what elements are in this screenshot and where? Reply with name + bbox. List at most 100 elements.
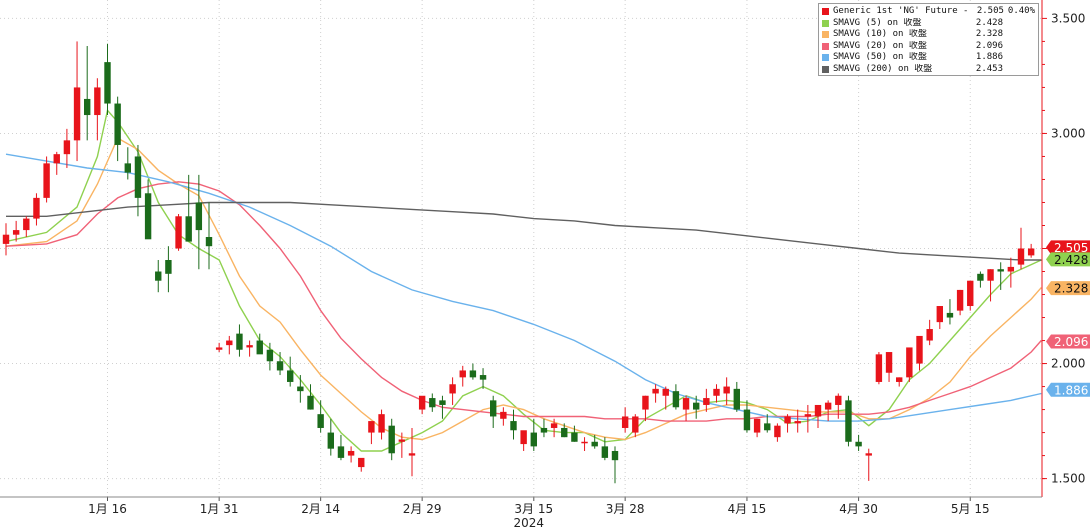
candle-body [63, 140, 71, 155]
candle-body [946, 312, 954, 318]
candle-body [459, 370, 466, 378]
legend-row-sma5: SMAVG (5) on 收盤 2.428 [822, 18, 1035, 30]
candle-body [967, 280, 974, 307]
candle-body [977, 273, 984, 281]
candle-body [246, 345, 253, 348]
x-tick-label: 4月 30 [839, 502, 878, 516]
candle-body [165, 260, 172, 274]
candle-body [307, 395, 314, 410]
candle-body [500, 411, 507, 419]
candle-body [814, 404, 822, 417]
candle-body [297, 386, 304, 392]
candle-body [1017, 248, 1025, 265]
legend-label: SMAVG (200) on 收盤 [833, 63, 933, 74]
candle-body [94, 87, 101, 116]
price-tag-label: 1.886 [1054, 383, 1088, 397]
candle-body [591, 441, 598, 447]
legend-swatch [822, 42, 829, 50]
candle-body [114, 103, 121, 145]
legend-value: 2.428 [975, 17, 1003, 28]
candle-body [824, 402, 832, 410]
legend-value: 2.096 [975, 40, 1003, 51]
candle-body [956, 289, 964, 311]
candle-body [12, 230, 20, 235]
candle-body [1007, 266, 1015, 272]
x-tick-label: 1月 31 [200, 502, 239, 516]
candle-body [84, 98, 91, 116]
candle-body [175, 216, 182, 249]
candle-body [885, 352, 893, 373]
candle-body [479, 375, 487, 380]
candle-body [571, 432, 578, 442]
price-tag-box [1046, 334, 1090, 349]
legend-swatch [822, 8, 829, 16]
y-tick-label: 1.500 [1051, 472, 1085, 486]
candle-body [855, 441, 862, 447]
candle-body [601, 446, 609, 458]
legend-row-price: Generic 1st 'NG' Future - 最新價 2.505 0.40… [822, 6, 1035, 18]
candle-body [358, 457, 365, 468]
candle-body [185, 216, 192, 242]
candle-body [520, 430, 527, 445]
candle-body [713, 388, 720, 396]
x-tick-label: 2月 29 [403, 502, 442, 516]
price-tag-label: 2.328 [1054, 282, 1088, 296]
candle-body [276, 361, 284, 371]
candle-body [693, 402, 700, 410]
legend-value: 2.505 [976, 6, 1004, 16]
legend-row-sma200: SMAVG (200) on 收盤 2.453 [822, 64, 1035, 76]
candle-body [743, 409, 751, 431]
candle-body [936, 306, 943, 323]
candle-body [632, 416, 639, 433]
candle-body [337, 446, 345, 458]
legend-label: Generic 1st 'NG' Future - 最新價 [833, 6, 973, 16]
price-tag-box [1046, 252, 1090, 267]
price-tag-box [1046, 240, 1090, 255]
candle-body [621, 416, 629, 428]
candle-body [266, 349, 274, 362]
candle-body [33, 197, 40, 219]
x-tick-label: 1月 16 [88, 502, 127, 516]
candle-body [561, 427, 568, 438]
candle-body [195, 202, 203, 231]
candle-body [104, 62, 111, 104]
candle-body [215, 347, 223, 350]
candle-body [835, 395, 842, 405]
candle-body [652, 388, 659, 394]
ma-line [5, 153, 1042, 422]
candle-body [581, 441, 588, 444]
candle-body [510, 421, 517, 431]
price-tag-label: 2.505 [1054, 241, 1088, 255]
legend-value: 2.453 [975, 63, 1003, 74]
legend-row-sma10: SMAVG (10) on 收盤 2.328 [822, 29, 1035, 41]
x-tick-label: 3月 15 [514, 502, 553, 516]
candle-body [490, 400, 497, 417]
candlesticks [2, 41, 1035, 484]
candle-body [368, 421, 375, 433]
price-tag-label: 2.428 [1054, 253, 1088, 267]
candle-body [408, 453, 416, 456]
ma-line [6, 201, 1042, 261]
candle-body [418, 395, 426, 410]
candle-body [469, 370, 477, 378]
candle-body [155, 271, 162, 281]
candle-body [256, 340, 263, 355]
ma-line [5, 181, 1042, 422]
candle-body [53, 154, 60, 164]
candle-body [997, 269, 1004, 272]
candle-body [530, 432, 537, 447]
candle-body [733, 388, 740, 410]
legend-label: SMAVG (20) on 收盤 [833, 40, 927, 51]
candle-body [916, 335, 923, 364]
legend: Generic 1st 'NG' Future - 最新價 2.505 0.40… [818, 3, 1039, 76]
candle-body [611, 450, 619, 461]
candle-body [23, 218, 30, 231]
candle-body [73, 87, 81, 141]
candle-body [987, 269, 994, 281]
candle-body [794, 421, 801, 424]
x-tick-label: 2月 14 [301, 502, 340, 516]
candle-body [134, 156, 142, 198]
price-tag-label: 2.096 [1054, 335, 1088, 349]
candle-body [662, 388, 669, 396]
